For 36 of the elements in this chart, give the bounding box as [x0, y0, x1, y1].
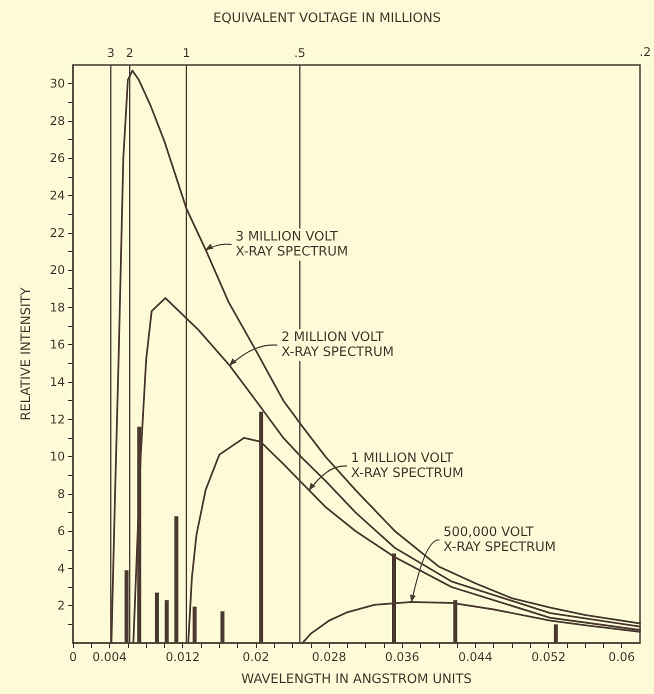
- annotation: 500,000 VOLT X-RAY SPECTRUM: [443, 524, 556, 555]
- x-tick-label: 0.02: [242, 650, 270, 664]
- x-tick-label: 0.06: [608, 650, 636, 664]
- x-tick-label: 0.004: [92, 650, 127, 664]
- y-tick-label: 30: [50, 76, 65, 91]
- x-tick-label: 0.036: [385, 650, 420, 664]
- y-tick-label: 14: [50, 374, 65, 389]
- y-tick-label: 12: [50, 412, 65, 426]
- x-tick-label: 0.044: [458, 650, 493, 664]
- x-axis-title: WAVELENGTH IN ANGSTROM UNITS: [241, 672, 472, 687]
- text: EQUIVALENT VOLTAGE IN MILLIONS: [213, 11, 441, 26]
- annotation: 2 MILLION VOLT X-RAY SPECTRUM: [281, 330, 394, 360]
- y-tick-label: 6: [57, 524, 65, 538]
- annotation: 1 MILLION VOLT X-RAY SPECTRUM: [350, 451, 464, 482]
- y-tick-label: 24: [50, 188, 65, 203]
- text: .2: [640, 45, 652, 59]
- y-tick-label: 18: [50, 300, 65, 314]
- y-axis-title: RELATIVE INTENSITY: [19, 287, 34, 421]
- y-tick-label: 10: [50, 450, 65, 464]
- x-tick-label: 0.052: [531, 650, 566, 664]
- y-tick-label: 22: [50, 226, 65, 240]
- annotation: .5: [294, 46, 306, 60]
- x-tick-label: 0: [69, 650, 77, 664]
- x-tick-label: 0.028: [312, 650, 346, 664]
- y-tick-label: 26: [50, 151, 65, 166]
- annotation: 3: [106, 46, 115, 60]
- annotation: 1: [182, 46, 190, 60]
- y-tick-label: 2: [57, 598, 65, 613]
- annotation: 2: [126, 46, 134, 60]
- y-tick-label: 8: [57, 486, 65, 501]
- y-tick-label: 4: [57, 561, 65, 576]
- y-tick-label: 16: [50, 338, 65, 352]
- y-tick-label: 20: [50, 263, 65, 278]
- annotation: 3 MILLION VOLT X-RAY SPECTRUM: [236, 230, 348, 260]
- y-tick-label: 28: [50, 114, 65, 128]
- x-tick-label: 0.012: [166, 650, 200, 664]
